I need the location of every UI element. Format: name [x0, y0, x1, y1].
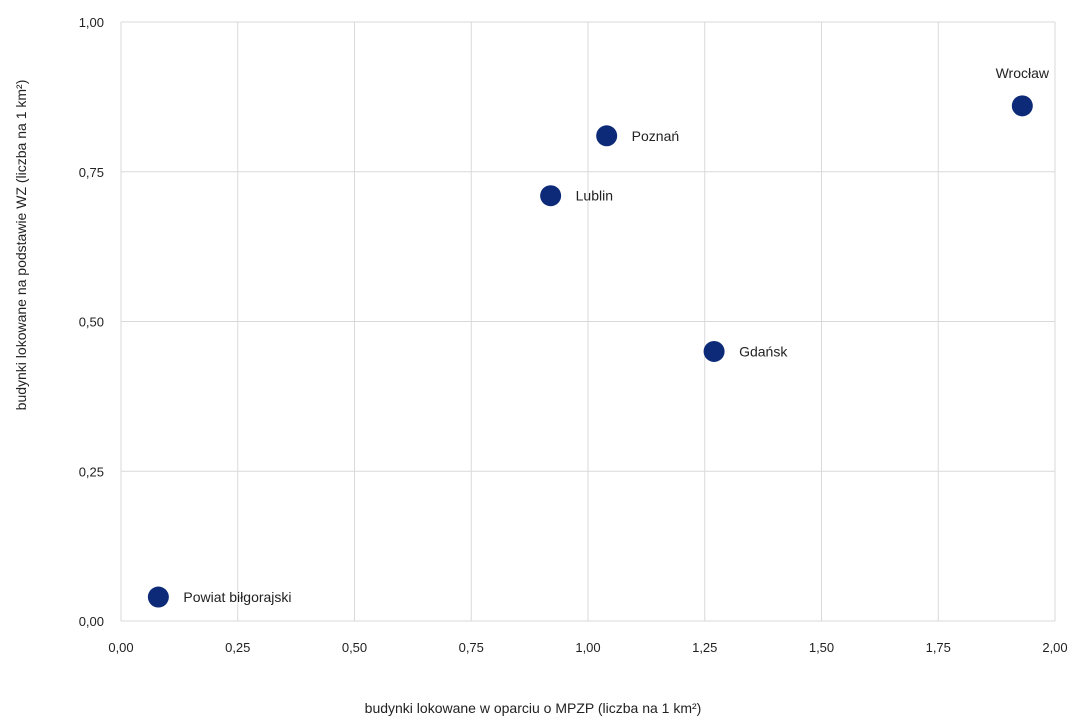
x-tick-label: 0,75	[459, 640, 484, 655]
x-tick-label: 1,50	[809, 640, 834, 655]
x-tick-label: 2,00	[1042, 640, 1067, 655]
data-point	[147, 586, 169, 608]
y-axis-ticks: 0,00 0,25 0,50 0,75 1,00	[79, 15, 104, 629]
x-tick-label: 1,00	[575, 640, 600, 655]
x-tick-label: 0,50	[342, 640, 367, 655]
y-tick-label: 0,00	[79, 614, 104, 629]
data-point	[1011, 95, 1033, 117]
grid	[120, 21, 1056, 622]
y-tick-label: 1,00	[79, 15, 104, 30]
data-point-label: Gdańsk	[739, 343, 788, 359]
x-tick-label: 0,25	[225, 640, 250, 655]
y-tick-label: 0,50	[79, 315, 104, 330]
x-axis-label: budynki lokowane w oparciu o MPZP (liczb…	[365, 700, 702, 716]
data-point	[596, 125, 618, 147]
data-point-label: Lublin	[576, 188, 613, 204]
data-points: Powiat biłgorajski Lublin Poznań Gdańsk Wroc…	[147, 65, 1050, 608]
data-point-label: Poznań	[632, 128, 679, 144]
y-tick-label: 0,25	[79, 464, 104, 479]
data-point	[540, 185, 562, 207]
x-tick-label: 0,00	[108, 640, 133, 655]
data-point	[703, 340, 725, 362]
y-tick-label: 0,75	[79, 165, 104, 180]
x-axis-ticks: 0,00 0,25 0,50 0,75 1,00 1,25 1,50 1,75 2,00	[108, 640, 1067, 655]
x-tick-label: 1,25	[692, 640, 717, 655]
x-tick-label: 1,75	[926, 640, 951, 655]
y-axis-label: budynki lokowane na podstawie WZ (liczba…	[13, 80, 29, 411]
data-point-label: Wrocław	[996, 65, 1050, 81]
data-point-label: Powiat biłgorajski	[183, 589, 291, 605]
